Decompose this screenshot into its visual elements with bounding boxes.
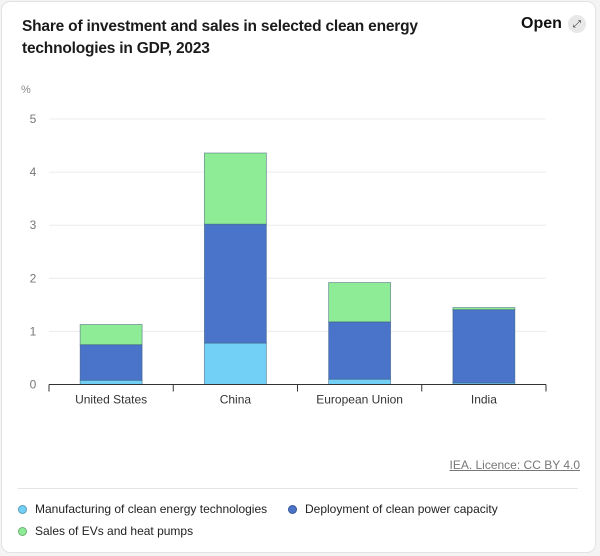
legend-item[interactable]: Deployment of clean power capacity <box>288 502 498 516</box>
legend-label: Sales of EVs and heat pumps <box>35 524 194 538</box>
source-link[interactable]: IEA. Licence: CC BY 4.0 <box>449 458 580 472</box>
open-button[interactable]: Open ⤢ <box>521 15 586 33</box>
y-tick-label: 2 <box>30 271 37 285</box>
x-category-label: China <box>220 393 252 407</box>
bar-segment <box>203 342 267 385</box>
bar-segment <box>79 324 143 346</box>
stacked-bar-chart: 0 1 2 3 4 5 United States China European Union In… <box>30 112 547 407</box>
bar-segment <box>79 379 143 385</box>
legend-item[interactable]: Sales of EVs and heat pumps <box>18 524 193 538</box>
y-tick-label: 0 <box>30 378 37 392</box>
bar-segment <box>79 344 143 381</box>
legend-swatch-icon <box>288 504 297 514</box>
legend-divider <box>18 488 578 489</box>
y-axis-unit: % <box>21 84 31 96</box>
expand-arrows-icon: ⤢ <box>567 15 586 33</box>
y-tick-label: 3 <box>30 218 37 232</box>
x-category-label: United States <box>75 393 147 407</box>
y-tick-label: 4 <box>30 165 37 179</box>
x-category-label: India <box>471 393 497 407</box>
legend-label: Manufacturing of clean energy technologi… <box>35 502 268 516</box>
legend-label: Deployment of clean power capacity <box>305 502 498 516</box>
legend-swatch-icon <box>18 526 27 536</box>
bar-segment <box>452 307 516 311</box>
chart-title: Share of investment and sales in selecte… <box>22 18 418 57</box>
bar-segment <box>452 309 516 384</box>
open-label: Open <box>521 15 562 32</box>
legend-item[interactable]: Manufacturing of clean energy technologi… <box>18 502 267 516</box>
bar-segment <box>328 282 392 323</box>
bar-segment <box>328 321 392 380</box>
y-tick-label: 1 <box>30 324 37 338</box>
bar-segment <box>328 378 392 385</box>
x-category-label: European Union <box>316 393 403 407</box>
legend-swatch-icon <box>18 504 27 514</box>
bar-segment <box>203 152 267 225</box>
y-tick-label: 5 <box>30 112 37 126</box>
bar-segment <box>203 223 267 344</box>
